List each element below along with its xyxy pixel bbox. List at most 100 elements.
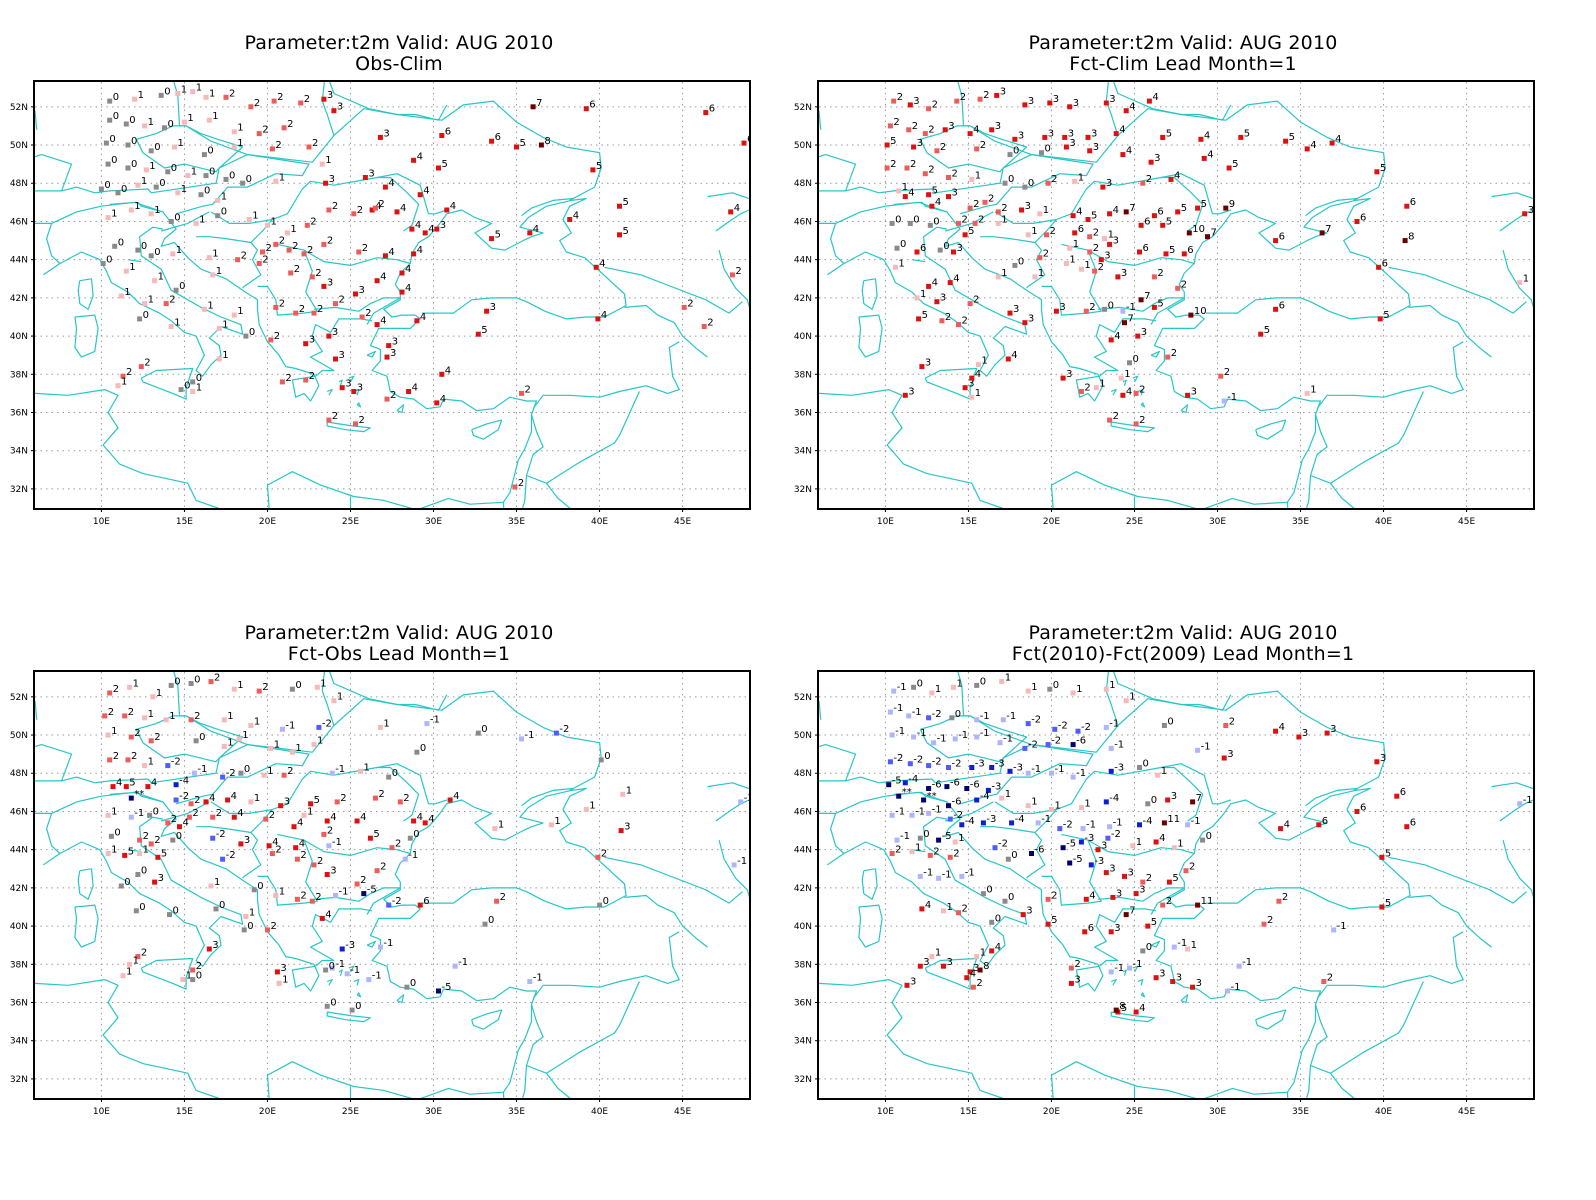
station-value-label: 4 bbox=[973, 125, 979, 136]
station-value-label: 3 bbox=[1053, 94, 1059, 105]
country-border bbox=[624, 304, 708, 358]
station-value-label: 3 bbox=[624, 822, 630, 833]
station-value-label: 2 bbox=[192, 808, 198, 819]
station-value-label: 1 bbox=[148, 757, 154, 768]
station-value-label: 4 bbox=[1129, 102, 1135, 113]
station-value-label: 3 bbox=[337, 102, 343, 113]
station-marker bbox=[133, 908, 139, 914]
station-marker bbox=[1148, 159, 1154, 165]
country-border bbox=[945, 801, 994, 822]
station-value-label: 4 bbox=[388, 247, 394, 258]
station-marker bbox=[190, 379, 196, 385]
station-value-label: 1 bbox=[242, 730, 248, 741]
station-marker bbox=[1321, 979, 1327, 984]
station-marker bbox=[1115, 274, 1121, 280]
station-value-label: 0 bbox=[295, 680, 301, 691]
station-value-label: 8 bbox=[1408, 232, 1414, 243]
station-marker bbox=[148, 211, 154, 217]
station-value-label: 2 bbox=[1181, 279, 1187, 290]
station-marker bbox=[326, 333, 332, 339]
station-value-label: 3 bbox=[1068, 128, 1074, 139]
station-value-label: -1 bbox=[335, 764, 345, 775]
station-marker bbox=[1236, 963, 1242, 969]
station-marker bbox=[974, 954, 980, 960]
station-marker bbox=[103, 140, 109, 146]
station-marker bbox=[309, 274, 315, 280]
station-marker bbox=[326, 207, 332, 213]
station-value-label: 2 bbox=[978, 214, 984, 225]
station-value-label: 4 bbox=[1310, 140, 1316, 151]
station-value-label: 4 bbox=[400, 203, 406, 214]
station-value-label: 2 bbox=[1146, 873, 1152, 884]
station-marker bbox=[225, 797, 231, 803]
coastline bbox=[356, 992, 362, 998]
station-value-label: 3 bbox=[948, 121, 954, 132]
station-marker bbox=[1273, 238, 1279, 244]
station-value-label: -1 bbox=[458, 957, 468, 968]
station-value-label: 0 bbox=[329, 961, 335, 972]
country-border bbox=[1034, 219, 1057, 243]
y-tick-label: 52N bbox=[794, 693, 812, 703]
station-markers: 2322233333442223433333454554465322003343… bbox=[884, 86, 1533, 427]
station-value-label: 2 bbox=[500, 892, 506, 903]
station-value-label: 4 bbox=[932, 277, 938, 288]
station-value-label: 0 bbox=[196, 971, 202, 982]
station-marker bbox=[231, 686, 237, 692]
y-tick-label: 38N bbox=[794, 960, 812, 970]
map-frame: 2322233333442223433333454554465322003343… bbox=[817, 80, 1535, 510]
x-tick-label: 40E bbox=[1375, 517, 1392, 527]
station-marker bbox=[1045, 742, 1051, 748]
station-marker bbox=[946, 175, 951, 180]
station-marker bbox=[1100, 184, 1106, 190]
station-marker bbox=[617, 232, 622, 238]
station-marker bbox=[1127, 965, 1132, 971]
station-marker bbox=[1108, 969, 1114, 975]
station-value-label: 2 bbox=[390, 390, 396, 401]
axis-labels: 10E 15E 20E 25E 30E 35E 40E 45E32N34N36N38N40N4… bbox=[10, 693, 692, 1117]
station-marker bbox=[372, 205, 378, 211]
station-marker bbox=[1075, 728, 1081, 734]
station-marker bbox=[906, 127, 912, 133]
station-marker bbox=[386, 774, 392, 780]
station-value-label: 4 bbox=[1126, 386, 1132, 397]
station-value-label: 4 bbox=[1335, 134, 1341, 145]
station-marker bbox=[597, 902, 603, 908]
station-marker bbox=[1354, 809, 1360, 814]
station-value-label: 1 bbox=[898, 258, 904, 269]
station-value-label: 2 bbox=[287, 119, 293, 130]
station-value-label: 3 bbox=[440, 220, 446, 231]
station-value-label: 1 bbox=[237, 138, 243, 149]
station-marker bbox=[137, 316, 143, 322]
station-marker bbox=[331, 698, 337, 704]
station-marker bbox=[397, 799, 403, 805]
coastline bbox=[369, 787, 627, 1093]
x-tick-label: 40E bbox=[1375, 1107, 1392, 1117]
station-marker bbox=[137, 837, 143, 843]
coastline bbox=[1499, 209, 1533, 232]
station-value-label: 2 bbox=[1327, 973, 1333, 984]
station-value-label: 0 bbox=[113, 92, 119, 103]
station-marker bbox=[1068, 965, 1074, 971]
station-marker bbox=[1163, 251, 1169, 257]
station-marker bbox=[333, 301, 338, 307]
country-border bbox=[980, 236, 1046, 289]
station-value-label: 7 bbox=[1325, 224, 1331, 235]
station-marker bbox=[927, 852, 933, 858]
station-value-label: 2 bbox=[1282, 892, 1288, 903]
station-marker bbox=[1047, 686, 1053, 692]
station-marker bbox=[324, 1003, 330, 1009]
station-marker bbox=[399, 289, 405, 295]
station-value-label: 1 bbox=[1043, 205, 1049, 216]
station-marker bbox=[1060, 375, 1066, 381]
station-value-label: 2 bbox=[932, 100, 938, 111]
station-marker bbox=[946, 765, 951, 770]
station-value-label: 3 bbox=[392, 337, 398, 348]
station-value-label: 3 bbox=[947, 957, 953, 968]
coastline bbox=[77, 868, 94, 900]
station-value-label: 1 bbox=[111, 806, 117, 817]
station-marker bbox=[135, 954, 141, 960]
station-marker bbox=[367, 835, 373, 841]
station-marker bbox=[1186, 230, 1192, 236]
y-tick-label: 42N bbox=[10, 884, 28, 894]
station-value-label: 3 bbox=[940, 293, 946, 304]
